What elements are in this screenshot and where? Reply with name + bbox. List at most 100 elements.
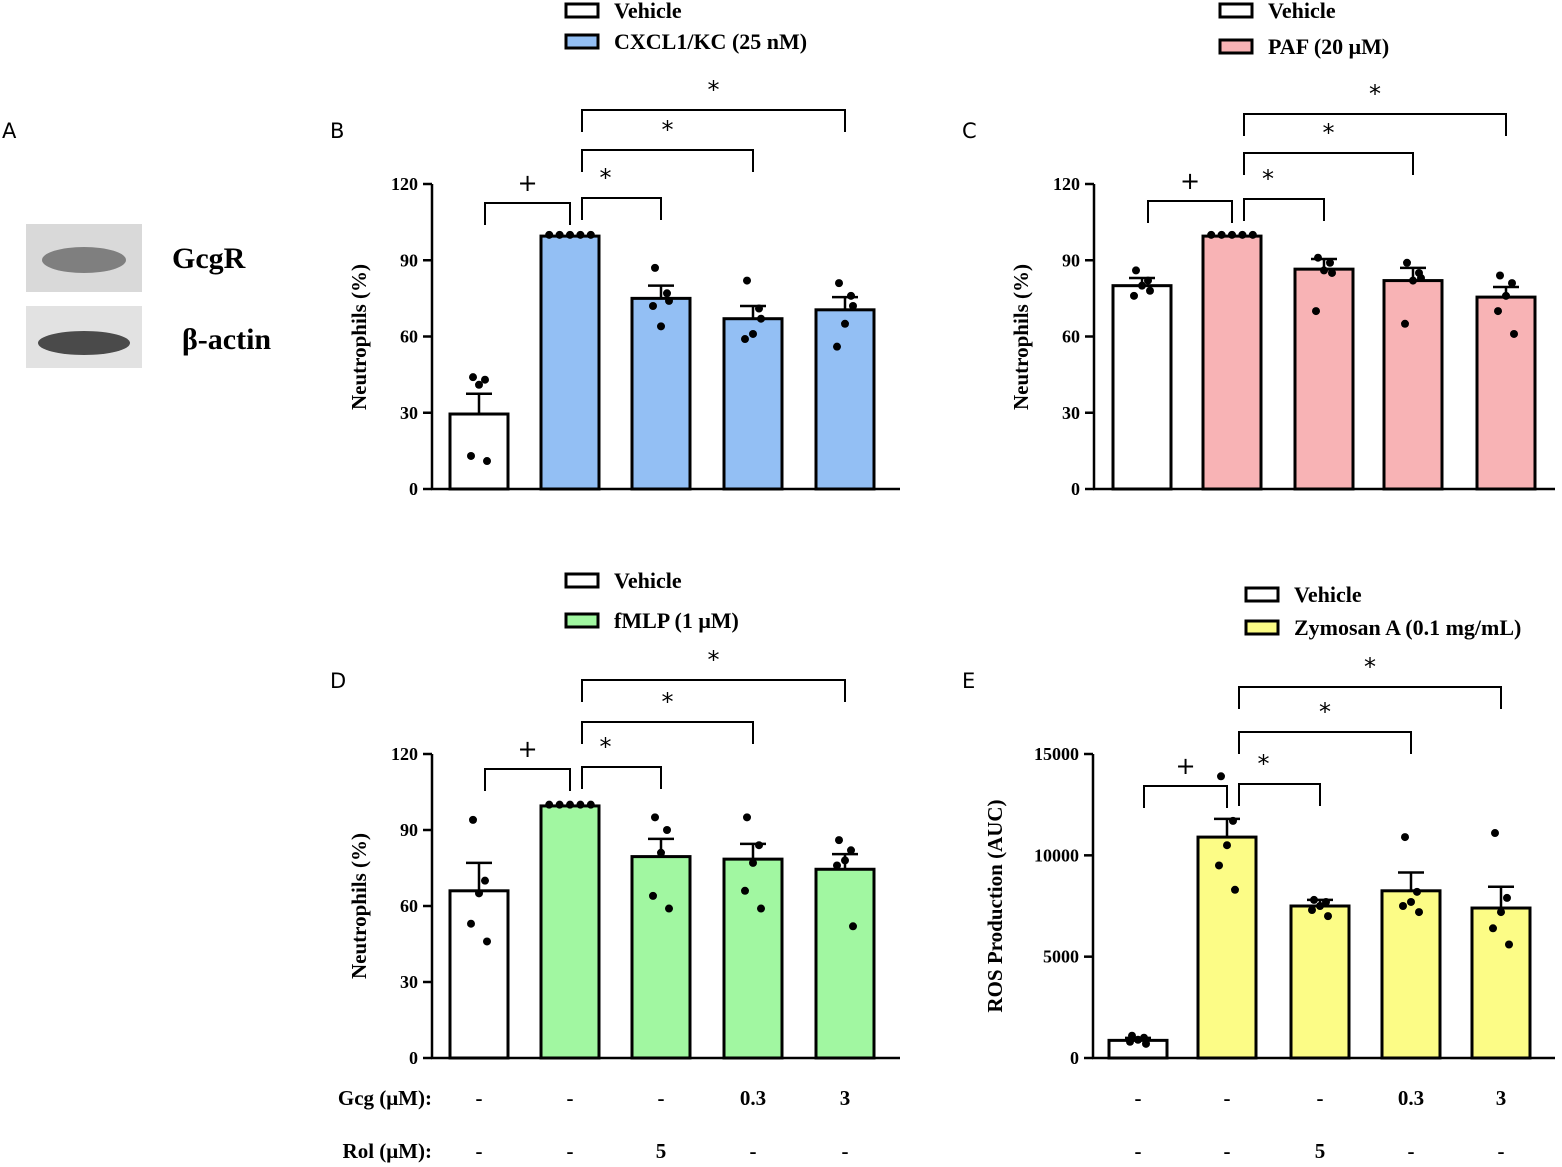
chart-b: B Neutrophils (%) 0 30 60 90 120 Vehicle CXCL1/K… [330, 0, 900, 499]
chart-c-ytick-label-0: 0 [1071, 479, 1080, 499]
chart-c-ytick-label-3: 90 [1062, 250, 1080, 270]
chart-e-point-0-1 [1140, 1033, 1148, 1042]
chart-e-condition-value-0-2: - [1317, 1086, 1324, 1110]
chart-c-point-1-0 [1207, 230, 1216, 239]
chart-b-point-0-0 [469, 373, 477, 382]
chart-e-point-1-0 [1217, 772, 1225, 781]
chart-c-point-4-0 [1496, 271, 1504, 280]
chart-c-point-3-2 [1409, 276, 1417, 285]
chart-d-point-3-0 [743, 813, 751, 822]
chart-b-sig-bracket-0 [484, 202, 571, 225]
chart-d-bar-3 [722, 857, 784, 1060]
chart-e-bar-1 [1196, 835, 1258, 1060]
chart-c-bar-0 [1111, 284, 1173, 491]
chart-e-sig-bracket-2 [1238, 731, 1412, 754]
chart-b-legend-label-0: Vehicle [614, 0, 682, 23]
chart-e-point-1-1 [1229, 816, 1237, 825]
chart-c-legend-label-0: Vehicle [1268, 0, 1336, 23]
chart-d-point-1-1 [555, 800, 564, 809]
chart-d-condition-value-0-4: 3 [840, 1086, 851, 1110]
chart-d-condition-value-0-3: 0.3 [740, 1086, 766, 1110]
chart-e-panel-letter: E [962, 669, 975, 693]
chart-e-ytick-label-0: 0 [1070, 1048, 1079, 1068]
chart-d-bar-2 [630, 855, 692, 1060]
chart-d-point-4-3 [833, 861, 841, 870]
chart-e-point-2-2 [1316, 902, 1324, 910]
chart-b-sig-symbol-3: * [708, 76, 720, 104]
chart-c-sig-symbol-3: * [1369, 80, 1381, 108]
chart-d-condition-value-0-2: - [658, 1086, 665, 1110]
chart-b-point-3-1 [755, 304, 763, 313]
chart-e-point-0-4 [1142, 1039, 1150, 1048]
chart-b-point-1-4 [586, 230, 595, 239]
chart-e-point-0-2 [1134, 1035, 1142, 1044]
chart-c-bar-2 [1293, 267, 1355, 491]
chart-b-point-0-2 [475, 380, 483, 389]
chart-c-point-4-2 [1502, 291, 1510, 300]
chart-c-point-1-4 [1248, 230, 1257, 239]
chart-e-ytick-label-2: 10000 [1034, 845, 1079, 865]
chart-b-point-1-0 [545, 230, 554, 239]
chart-e-point-1-3 [1215, 861, 1223, 870]
chart-e-condition-value-1-0: - [1135, 1139, 1142, 1163]
chart-b-point-0-4 [483, 457, 491, 466]
chart-d-point-2-3 [649, 891, 657, 900]
chart-b-point-2-4 [665, 296, 673, 305]
chart-e-point-4-2 [1497, 908, 1505, 917]
chart-c-ytick-label-1: 30 [1062, 403, 1080, 423]
chart-d-condition-value-1-1: - [567, 1139, 574, 1163]
chart-b-point-2-3 [649, 302, 657, 310]
chart-e-point-2-3 [1308, 906, 1316, 915]
chart-d-sig-symbol-2: * [662, 688, 674, 716]
chart-d-point-0-1 [481, 876, 489, 885]
chart-d-condition-value-0-1: - [567, 1086, 574, 1110]
chart-b-sig-symbol-2: * [662, 116, 674, 144]
chart-d-bar-1 [539, 804, 601, 1060]
gcgr-label: GcgR [172, 242, 246, 275]
chart-c-point-4-3 [1494, 307, 1502, 316]
chart-d-point-2-4 [665, 904, 673, 913]
chart-c-point-3-0 [1403, 258, 1411, 267]
chart-e: E ROS Production (AUC) 0 5000 10000 15000 Vehi… [962, 582, 1555, 1163]
panel-a: A GcgR β-actin [2, 119, 271, 368]
chart-e-condition-value-1-4: - [1498, 1139, 1505, 1163]
chart-b-point-4-3 [833, 342, 841, 351]
chart-b-ytick-label-3: 90 [400, 250, 418, 270]
chart-b-ytick-label-1: 30 [400, 403, 418, 423]
chart-d-sig-bracket-3 [581, 679, 846, 702]
chart-e-legend-swatch-1 [1244, 619, 1280, 636]
chart-b-point-3-4 [757, 314, 765, 323]
chart-e-point-3-2 [1407, 897, 1415, 906]
chart-d-condition-value-1-3: - [750, 1139, 757, 1163]
chart-d-condition-label-0: Gcg (μM): [338, 1086, 432, 1110]
chart-d-sig-bracket-1 [581, 766, 662, 789]
chart-e-sig-bracket-1 [1238, 783, 1321, 806]
chart-e-point-2-4 [1324, 912, 1332, 921]
chart-b-legend-label-1: CXCL1/KC (25 nM) [614, 29, 807, 54]
chart-c-panel-letter: C [962, 119, 977, 143]
chart-d-point-1-4 [586, 800, 595, 809]
chart-c-legend-swatch-1 [1218, 38, 1254, 55]
chart-d-point-0-2 [475, 889, 483, 898]
chart-e-legend-label-0: Vehicle [1294, 582, 1362, 607]
chart-d-point-4-4 [849, 922, 857, 931]
chart-e-point-3-0 [1401, 833, 1409, 842]
chart-b-point-4-0 [835, 279, 843, 288]
chart-e-sig-symbol-1: * [1258, 750, 1270, 778]
chart-e-bar-2 [1289, 904, 1351, 1060]
chart-e-condition-value-0-3: 0.3 [1398, 1086, 1424, 1110]
chart-b-point-4-4 [849, 302, 857, 310]
chart-e-condition-value-0-4: 3 [1496, 1086, 1507, 1110]
chart-b-ylabel: Neutrophils (%) [347, 264, 371, 410]
chart-c-point-0-2 [1138, 281, 1146, 290]
chart-c-point-2-3 [1312, 307, 1320, 316]
chart-c-legend-label-1: PAF (20 μM) [1268, 34, 1389, 59]
chart-b-sig-symbol-0: + [517, 169, 537, 197]
chart-d-condition-label-1: Rol (μM): [343, 1139, 432, 1163]
chart-e-bar-3 [1380, 889, 1442, 1060]
chart-d-point-1-0 [545, 800, 554, 809]
chart-d-point-2-2 [657, 848, 665, 857]
actin-band [38, 331, 130, 355]
chart-c-sig-symbol-2: * [1323, 119, 1335, 147]
chart-d-point-0-3 [467, 919, 475, 928]
